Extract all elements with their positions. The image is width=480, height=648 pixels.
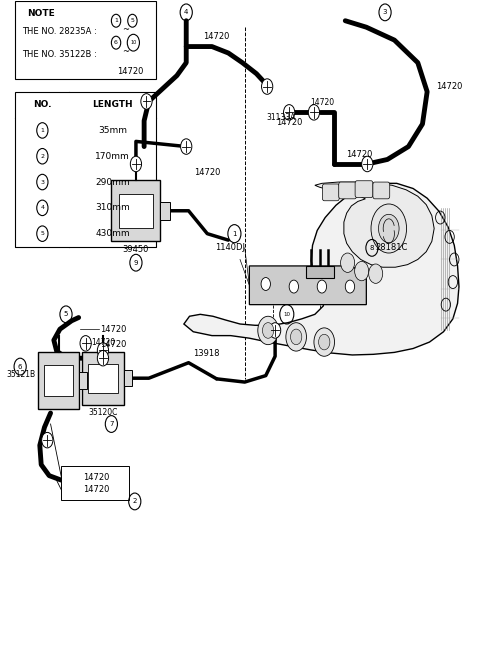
- Circle shape: [361, 156, 373, 172]
- Bar: [44, 365, 73, 397]
- Circle shape: [371, 204, 407, 253]
- Text: 14720: 14720: [91, 338, 115, 347]
- Text: 10: 10: [283, 312, 290, 317]
- Bar: [111, 180, 160, 242]
- Text: 5: 5: [64, 311, 68, 318]
- Bar: [124, 370, 132, 386]
- Bar: [79, 372, 87, 389]
- Text: 14720: 14720: [100, 325, 126, 334]
- Circle shape: [131, 156, 142, 172]
- Text: 39450: 39450: [123, 246, 149, 254]
- Text: 14720: 14720: [83, 473, 109, 482]
- Text: 2: 2: [132, 498, 137, 504]
- Circle shape: [290, 329, 302, 345]
- Circle shape: [314, 328, 335, 356]
- FancyBboxPatch shape: [339, 182, 357, 199]
- Bar: [61, 466, 129, 500]
- Text: 430mm: 430mm: [95, 229, 130, 238]
- Text: 5: 5: [131, 18, 134, 23]
- Text: 14720: 14720: [310, 98, 334, 107]
- Polygon shape: [184, 183, 459, 355]
- Text: 35120C: 35120C: [88, 408, 118, 417]
- Text: 14720: 14720: [436, 82, 463, 91]
- Text: 14720: 14720: [346, 150, 372, 159]
- Circle shape: [80, 336, 91, 351]
- Text: 3: 3: [383, 9, 387, 16]
- Circle shape: [258, 316, 278, 345]
- Bar: [88, 364, 118, 393]
- Text: 9: 9: [134, 260, 138, 266]
- Circle shape: [97, 343, 108, 358]
- Text: ~: ~: [122, 47, 129, 56]
- Text: NOTE: NOTE: [27, 9, 55, 18]
- Text: 4: 4: [184, 9, 189, 16]
- Bar: [82, 352, 124, 404]
- Circle shape: [345, 280, 355, 293]
- Text: 10: 10: [130, 40, 136, 45]
- Text: 6: 6: [114, 40, 118, 45]
- Text: 14720: 14720: [117, 67, 143, 76]
- FancyBboxPatch shape: [323, 184, 339, 201]
- Circle shape: [284, 104, 295, 120]
- Circle shape: [97, 351, 108, 366]
- Text: THE NO. 35122B :: THE NO. 35122B :: [23, 50, 97, 59]
- Circle shape: [319, 334, 330, 350]
- Bar: [160, 202, 170, 220]
- Text: 5: 5: [40, 231, 44, 236]
- Text: 8: 8: [370, 245, 374, 251]
- Bar: [119, 194, 153, 227]
- Text: 3: 3: [40, 179, 44, 185]
- Text: 14720: 14720: [100, 340, 126, 349]
- Text: THE NO. 28235A :: THE NO. 28235A :: [23, 27, 97, 36]
- Text: 170mm: 170mm: [95, 152, 130, 161]
- Text: 14720: 14720: [204, 32, 230, 41]
- Text: 310mm: 310mm: [95, 203, 130, 213]
- Text: ~: ~: [122, 25, 129, 34]
- Text: 35121B: 35121B: [6, 370, 36, 379]
- Circle shape: [341, 253, 355, 272]
- Text: 13918: 13918: [193, 349, 219, 358]
- Text: 1140DJ: 1140DJ: [215, 244, 245, 252]
- Polygon shape: [250, 266, 366, 305]
- Circle shape: [355, 261, 369, 281]
- Polygon shape: [315, 182, 434, 267]
- Bar: [15, 92, 156, 247]
- Bar: [15, 1, 156, 79]
- FancyBboxPatch shape: [355, 181, 373, 198]
- FancyBboxPatch shape: [373, 182, 390, 199]
- Text: 6: 6: [18, 364, 23, 369]
- Text: 290mm: 290mm: [95, 178, 130, 187]
- Circle shape: [263, 323, 274, 338]
- Text: 2: 2: [40, 154, 44, 159]
- Circle shape: [286, 323, 306, 351]
- Text: 1: 1: [232, 231, 237, 237]
- Circle shape: [308, 104, 320, 120]
- Text: 31133A: 31133A: [267, 113, 296, 122]
- Circle shape: [379, 214, 399, 243]
- Circle shape: [141, 94, 152, 109]
- Text: 14720: 14720: [194, 168, 220, 177]
- Text: 14720: 14720: [83, 485, 109, 494]
- Text: 28181C: 28181C: [376, 244, 408, 252]
- Circle shape: [42, 432, 53, 448]
- Text: 1: 1: [114, 18, 118, 23]
- Circle shape: [289, 280, 299, 293]
- Text: NO.: NO.: [33, 100, 52, 109]
- Circle shape: [317, 280, 326, 293]
- Text: 1: 1: [40, 128, 44, 133]
- Text: 14720: 14720: [276, 118, 302, 127]
- Bar: [306, 266, 334, 277]
- Circle shape: [261, 277, 270, 290]
- Bar: [38, 353, 79, 409]
- Circle shape: [180, 139, 192, 154]
- Circle shape: [369, 264, 383, 283]
- Text: LENGTH: LENGTH: [92, 100, 133, 109]
- Circle shape: [269, 323, 281, 338]
- Circle shape: [262, 79, 273, 95]
- Text: 35mm: 35mm: [98, 126, 127, 135]
- Text: 7: 7: [109, 421, 114, 427]
- Text: 4: 4: [40, 205, 44, 211]
